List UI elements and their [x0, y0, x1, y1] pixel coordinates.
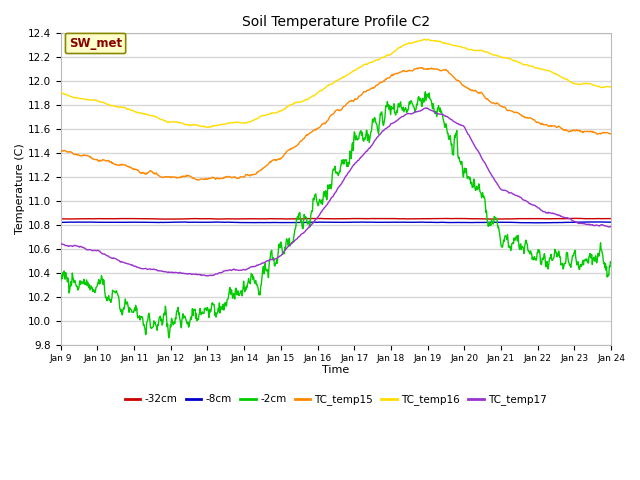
Y-axis label: Temperature (C): Temperature (C)	[15, 144, 25, 234]
X-axis label: Time: Time	[323, 365, 349, 374]
Legend: -32cm, -8cm, -2cm, TC_temp15, TC_temp16, TC_temp17: -32cm, -8cm, -2cm, TC_temp15, TC_temp16,…	[121, 390, 551, 409]
Text: SW_met: SW_met	[69, 37, 122, 50]
Title: Soil Temperature Profile C2: Soil Temperature Profile C2	[242, 15, 430, 29]
